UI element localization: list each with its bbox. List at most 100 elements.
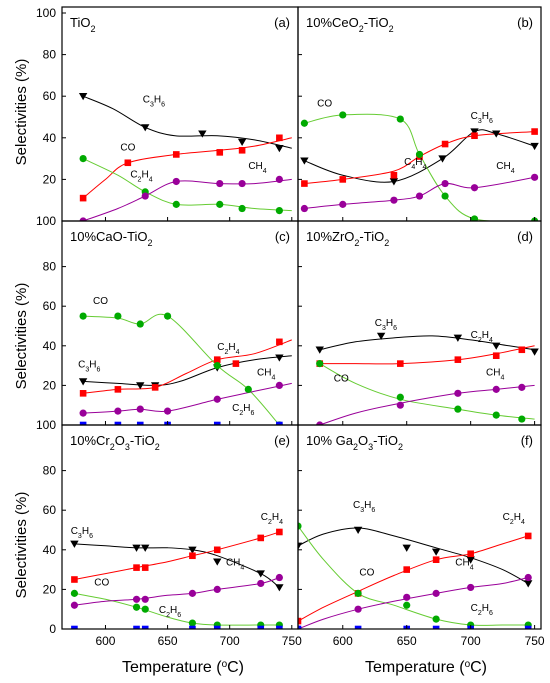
data-point-C2H4 xyxy=(301,180,308,187)
series-label: C2H6 xyxy=(471,603,493,617)
data-point-CH4 xyxy=(300,204,308,213)
y-tick-label: 20 xyxy=(43,582,57,596)
data-point-CO xyxy=(188,619,197,627)
data-point-C2H4 xyxy=(432,556,440,563)
series-labels: CO C3H6 C4H4 CH4 xyxy=(317,99,515,175)
data-point-CO xyxy=(141,605,149,613)
series-labels: C3H6 C2H4 CO CH4 C2H6 xyxy=(71,512,283,619)
panel-frame xyxy=(297,424,542,630)
data-point-CO xyxy=(403,601,411,609)
data-point-CO xyxy=(163,312,172,320)
data-point-C3H6 xyxy=(213,558,222,566)
series-label: C2H6 xyxy=(232,403,254,417)
x-tick-label: 700 xyxy=(461,634,481,648)
data-point-CH4 xyxy=(141,595,149,603)
panel-c: 20 40 60 80 100 10%CaO-TiO2 (c) CO C3H6 C2H4 CH4 C2… xyxy=(36,220,299,432)
data-point-C2H6 xyxy=(213,625,221,629)
data-point-C3H6 xyxy=(466,556,475,564)
data-point-C2H6 xyxy=(141,625,149,629)
panel-letter: (d) xyxy=(517,229,533,244)
panel-letter: (b) xyxy=(517,15,533,30)
series-line-C3H6 xyxy=(83,355,292,386)
x-ticks-inner xyxy=(104,217,293,221)
data-point-CO xyxy=(79,312,87,320)
data-point-CO xyxy=(275,207,283,215)
data-point-C3H6 xyxy=(78,93,88,101)
x-tick-label: 750 xyxy=(525,634,545,648)
data-point-CO xyxy=(114,312,122,320)
curves xyxy=(82,95,292,221)
panel-e: 20 40 60 80 0 600 650 700 750 10%Cr2O3-TiO2 (e) C3H… xyxy=(43,424,302,648)
markers xyxy=(315,332,539,425)
series-line-C2H4 xyxy=(74,531,280,580)
data-point-C3H6 xyxy=(198,130,207,138)
series-label: C2H4 xyxy=(261,512,283,526)
data-point-CO xyxy=(298,522,302,530)
series-line-C2H4 xyxy=(298,535,529,622)
x-ticks-inner xyxy=(342,217,536,221)
panel-frame xyxy=(61,6,299,222)
data-point-C2H6 xyxy=(524,625,532,629)
data-point-C2H4 xyxy=(71,576,78,583)
panel-frame xyxy=(297,6,542,222)
panel-letter: (a) xyxy=(274,15,290,30)
y-ticks: 20 40 60 80 100 100 xyxy=(36,6,66,228)
panel-frame xyxy=(61,220,299,426)
panel-letter: (e) xyxy=(274,433,290,448)
series-labels: C3H6 C2H4 CO CH4 xyxy=(120,94,266,182)
data-point-CO xyxy=(216,200,224,208)
panel-letter: (c) xyxy=(275,229,290,244)
x-tick-label: 750 xyxy=(282,634,302,648)
data-point-CH4 xyxy=(132,595,141,603)
y-tick-label: 100 xyxy=(36,6,56,20)
data-point-CH4 xyxy=(238,179,246,188)
x-tick-label: 600 xyxy=(95,634,115,648)
data-point-C3H6 xyxy=(70,540,79,548)
data-point-CH4 xyxy=(415,192,424,200)
series-line-CO xyxy=(298,525,529,626)
y-axis-label-middle: Selectivities (%) xyxy=(13,283,30,390)
series-label: CH4 xyxy=(248,161,266,175)
y-axis-label-bottom: Selectivities (%) xyxy=(13,492,30,599)
panel-title: TiO2 xyxy=(70,15,95,34)
data-point-C2H6 xyxy=(276,421,283,425)
y-tick-label: 60 xyxy=(43,299,57,313)
panel-frame xyxy=(297,220,542,426)
data-point-C2H4 xyxy=(492,352,500,359)
y-tick-label: 20 xyxy=(43,172,57,186)
data-point-C3H6 xyxy=(141,544,150,552)
y-tick-label: 0 xyxy=(49,622,56,636)
panel-frame xyxy=(61,424,299,630)
data-point-C3H6 xyxy=(402,544,411,552)
data-point-C2H6 xyxy=(79,421,87,425)
y-axis-label-top: Selectivities (%) xyxy=(13,59,30,166)
data-point-CH4 xyxy=(467,583,475,592)
data-point-CO xyxy=(354,589,362,597)
series-line-C3H6 xyxy=(319,335,535,351)
y-ticks: 20 40 60 80 0 xyxy=(43,464,66,636)
y-tick-label: 100 xyxy=(36,418,56,432)
markers xyxy=(70,528,284,629)
data-point-CH4 xyxy=(531,173,539,181)
data-point-C2H4 xyxy=(441,140,449,148)
series-label: C3H6 xyxy=(78,360,100,374)
panel-a: 20 40 60 80 100 100 TiO2 (a) C3H6 C2H4 CO CH4 xyxy=(36,6,299,228)
panel-title: 10%CeO2-TiO2 xyxy=(306,15,394,34)
data-point-C2H4 xyxy=(298,617,302,625)
data-point-CO xyxy=(132,603,141,611)
data-point-C2H4 xyxy=(518,346,526,354)
data-point-C2H6 xyxy=(213,421,221,425)
series-label: CH4 xyxy=(455,558,473,572)
data-point-C2H4 xyxy=(213,546,221,554)
data-point-C2H6 xyxy=(354,625,362,629)
series-label: C3H6 xyxy=(375,318,397,332)
data-point-C2H4 xyxy=(390,171,398,179)
data-point-CH4 xyxy=(275,381,283,389)
markers xyxy=(300,111,539,221)
data-point-CH4 xyxy=(216,179,224,188)
data-point-CH4 xyxy=(79,217,87,221)
data-point-C2H4 xyxy=(238,146,246,154)
data-point-C2H6 xyxy=(189,625,196,629)
series-label: CH4 xyxy=(257,368,275,382)
data-point-C3H6 xyxy=(300,157,309,165)
